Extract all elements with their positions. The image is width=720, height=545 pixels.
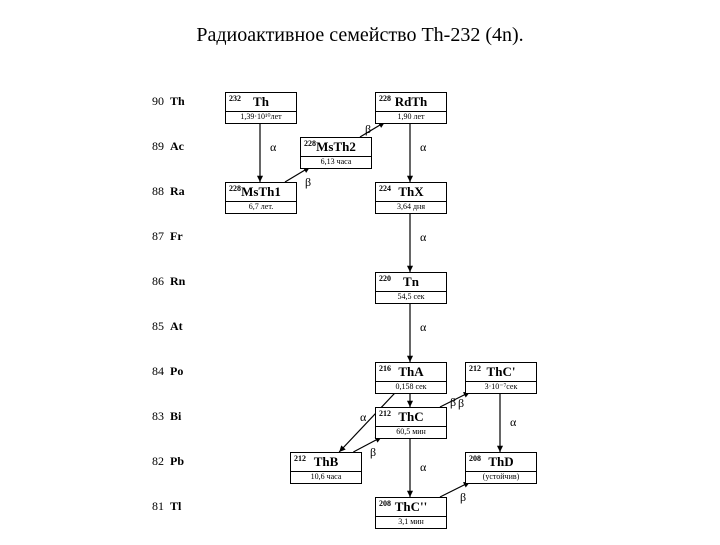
decay-label-β: β <box>450 395 456 410</box>
element-symbol: Bi <box>170 409 181 423</box>
half-life: 6,7 лет. <box>226 201 296 212</box>
isotope-msth2: 228MsTh26,13 часа <box>300 137 372 169</box>
isotope-thcpp: 208ThC''3,1 мин <box>375 497 447 529</box>
half-life: (устойчив) <box>466 471 536 482</box>
mass-number: 208 <box>469 455 481 463</box>
atomic-number: 82 <box>152 454 164 468</box>
isotope-msth1: 228MsTh16,7 лет. <box>225 182 297 214</box>
half-life: 54,5 сек <box>376 291 446 302</box>
half-life: 6,13 часа <box>301 156 371 167</box>
decay-label-α: α <box>420 320 426 335</box>
mass-number: 228 <box>229 185 241 193</box>
row-label-tl: 81 Tl <box>152 499 181 514</box>
decay-label-α: α <box>270 140 276 155</box>
row-label-at: 85 At <box>152 319 183 334</box>
decay-label-α: α <box>420 230 426 245</box>
element-symbol: Th <box>170 94 185 108</box>
half-life: 3·10⁻⁷сек <box>466 381 536 392</box>
half-life: 3,64 дня <box>376 201 446 212</box>
decay-chain-canvas: 232Th1,39·10¹⁰лет228RdTh1,90 лет228MsTh2… <box>0 0 720 540</box>
half-life: 60,5 мин <box>376 426 446 437</box>
mass-number: 228 <box>304 140 316 148</box>
half-life: 1,90 лет <box>376 111 446 122</box>
decay-label-β: β <box>460 490 466 505</box>
row-label-pb: 82 Pb <box>152 454 184 469</box>
element-symbol: Rn <box>170 274 185 288</box>
isotope-thc: 212ThC60,5 мин <box>375 407 447 439</box>
row-label-bi: 83 Bi <box>152 409 181 424</box>
atomic-number: 83 <box>152 409 164 423</box>
isotope-tn: 220Tn54,5 сек <box>375 272 447 304</box>
element-symbol: Fr <box>170 229 183 243</box>
atomic-number: 89 <box>152 139 164 153</box>
isotope-thcp: 212ThC'3·10⁻⁷сек <box>465 362 537 394</box>
mass-number: 216 <box>379 365 391 373</box>
isotope-tha: 216ThA0,158 сек <box>375 362 447 394</box>
row-label-fr: 87 Fr <box>152 229 183 244</box>
row-label-rn: 86 Rn <box>152 274 185 289</box>
element-symbol: Ra <box>170 184 185 198</box>
element-symbol: Pb <box>170 454 184 468</box>
element-symbol: At <box>170 319 183 333</box>
mass-number: 220 <box>379 275 391 283</box>
mass-number: 208 <box>379 500 391 508</box>
atomic-number: 88 <box>152 184 164 198</box>
isotope-rdth: 228RdTh1,90 лет <box>375 92 447 124</box>
decay-label-α: α <box>420 140 426 155</box>
half-life: 0,158 сек <box>376 381 446 392</box>
atomic-number: 85 <box>152 319 164 333</box>
decay-label-β: β <box>305 175 311 190</box>
mass-number: 212 <box>294 455 306 463</box>
isotope-thx: 224ThX3,64 дня <box>375 182 447 214</box>
decay-label-α: α <box>420 460 426 475</box>
atomic-number: 81 <box>152 499 164 513</box>
decay-label-α: α <box>510 415 516 430</box>
mass-number: 212 <box>469 365 481 373</box>
row-label-ra: 88 Ra <box>152 184 185 199</box>
element-symbol: Ac <box>170 139 184 153</box>
half-life: 1,39·10¹⁰лет <box>226 111 296 122</box>
half-life: 3,1 мин <box>376 516 446 527</box>
mass-number: 232 <box>229 95 241 103</box>
decay-label-β: β <box>458 396 464 411</box>
decay-label-α: α <box>360 410 366 425</box>
isotope-th232: 232Th1,39·10¹⁰лет <box>225 92 297 124</box>
row-label-ac: 89 Ac <box>152 139 184 154</box>
decay-label-β: β <box>370 445 376 460</box>
element-symbol: Po <box>170 364 183 378</box>
mass-number: 224 <box>379 185 391 193</box>
decay-label-β: β <box>365 122 371 137</box>
isotope-thb: 212ThB10,6 часа <box>290 452 362 484</box>
mass-number: 228 <box>379 95 391 103</box>
row-label-po: 84 Po <box>152 364 183 379</box>
isotope-thd: 208ThD(устойчив) <box>465 452 537 484</box>
mass-number: 212 <box>379 410 391 418</box>
element-symbol: Tl <box>170 499 181 513</box>
atomic-number: 90 <box>152 94 164 108</box>
row-label-th: 90 Th <box>152 94 185 109</box>
atomic-number: 86 <box>152 274 164 288</box>
half-life: 10,6 часа <box>291 471 361 482</box>
atomic-number: 87 <box>152 229 164 243</box>
atomic-number: 84 <box>152 364 164 378</box>
